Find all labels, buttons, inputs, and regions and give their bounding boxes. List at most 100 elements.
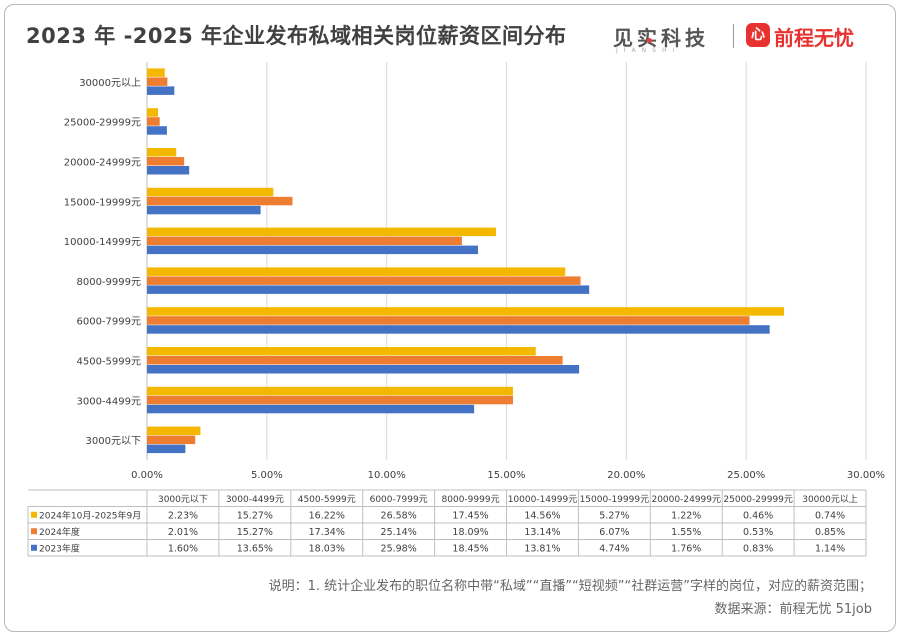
bar (147, 117, 160, 126)
bar (147, 307, 785, 316)
x-tick-label: 30.00% (847, 470, 885, 481)
table-value-cell: 16.22% (309, 511, 345, 522)
bar (147, 267, 566, 276)
table-value-cell: 15.27% (237, 511, 273, 522)
y-tick-label: 10000-14999元 (64, 237, 141, 248)
footnote: 说明：1. 统计企业发布的职位名称中带“私域”“直播”“短视频”“社群运营”字样… (268, 579, 872, 594)
bar (147, 395, 513, 405)
bar (147, 365, 580, 374)
table-value-cell: 17.45% (452, 511, 488, 522)
table-value-cell: 13.65% (237, 544, 273, 555)
chart-title: 2023 年 -2025 年企业发布私域相关岗位薪资区间分布 (26, 24, 567, 48)
table-header-cell: 15000-19999元 (580, 495, 650, 505)
table-value-cell: 1.60% (168, 544, 198, 555)
table-value-cell: 0.53% (743, 527, 773, 538)
y-tick-label: 20000-24999元 (64, 158, 141, 169)
legend-swatch (31, 544, 37, 551)
y-tick-label: 8000-9999元 (76, 277, 141, 288)
jianshi-logo-subtext: JIANSHI (616, 47, 681, 54)
x-tick-label: 10.00% (368, 470, 406, 481)
bar (147, 245, 478, 255)
table-value-cell: 13.81% (524, 544, 560, 555)
bar (147, 285, 590, 294)
table-value-cell: 18.45% (452, 544, 488, 555)
table-value-cell: 26.58% (381, 511, 417, 522)
bar (147, 166, 190, 175)
table-value-cell: 2.01% (168, 527, 198, 538)
y-tick-label: 25000-29999元 (64, 118, 141, 129)
brand-divider (733, 24, 734, 48)
table-value-cell: 14.56% (524, 511, 560, 522)
legend-swatch (31, 511, 37, 518)
jianshi-logo-text: 见实科技 (613, 26, 709, 50)
bar (147, 386, 513, 396)
table-value-cell: 1.76% (671, 544, 701, 555)
table-value-cell: 0.74% (815, 511, 845, 522)
table-value-cell: 0.85% (815, 527, 845, 538)
legend-label: 2024年度 (39, 526, 80, 538)
table-value-cell: 1.14% (815, 544, 845, 555)
bar (147, 276, 581, 285)
table-value-cell: 5.27% (599, 511, 629, 522)
jianshi-logo-dot (647, 38, 652, 43)
table-value-cell: 1.22% (671, 511, 701, 522)
bar (147, 157, 185, 166)
table-header-cell: 8000-9999元 (442, 495, 500, 505)
table-value-cell: 25.98% (381, 544, 417, 555)
table-header-cell: 30000元以上 (802, 494, 858, 505)
table-header-cell: 3000-4499元 (226, 495, 284, 505)
table-value-cell: 13.14% (524, 527, 560, 538)
bar (147, 126, 167, 135)
table-header-cell: 4500-5999元 (298, 495, 356, 505)
table-value-cell: 18.09% (452, 527, 488, 538)
table-header-cell: 3000元以下 (158, 495, 208, 505)
y-tick-label: 3000-4499元 (76, 396, 141, 407)
bar (147, 356, 563, 365)
51job-logo-text: 前程无忧 (774, 26, 854, 50)
bar (147, 325, 770, 334)
bar (147, 196, 293, 206)
table-value-cell: 25.14% (381, 527, 417, 538)
table-value-cell: 15.27% (237, 527, 273, 538)
x-tick-label: 5.00% (251, 470, 283, 481)
y-tick-label: 3000元以下 (86, 436, 141, 447)
x-tick-label: 25.00% (727, 470, 765, 481)
table-value-cell: 4.74% (599, 544, 629, 555)
bar (147, 435, 196, 445)
y-tick-label: 6000-7999元 (76, 317, 141, 328)
bar (147, 227, 496, 237)
x-tick-label: 0.00% (131, 470, 163, 481)
bar (147, 426, 201, 436)
bar (147, 236, 462, 246)
table-value-cell: 1.55% (671, 527, 701, 538)
table-header-cell: 10000-14999元 (508, 495, 578, 505)
legend-label: 2023年度 (39, 543, 80, 555)
y-tick-label: 30000元以上 (79, 77, 141, 89)
table-value-cell: 18.03% (309, 544, 345, 555)
bar (147, 68, 165, 77)
bar (147, 404, 475, 414)
bar (147, 187, 274, 197)
legend-swatch (31, 528, 37, 535)
x-tick-label: 20.00% (607, 470, 645, 481)
x-tick-label: 15.00% (487, 470, 525, 481)
table-value-cell: 6.07% (599, 527, 629, 538)
legend-label: 2024年10月-2025年9月 (39, 510, 141, 522)
table-value-cell: 0.83% (743, 544, 773, 555)
51job-logo-icon: 心 (746, 23, 770, 47)
bar (147, 444, 186, 454)
table-value-cell: 0.46% (743, 511, 773, 522)
y-tick-label: 4500-5999元 (76, 357, 141, 368)
table-header-cell: 25000-29999元 (723, 495, 793, 505)
bar (147, 86, 175, 95)
bar (147, 148, 177, 157)
bar (147, 108, 159, 117)
y-tick-label: 15000-19999元 (64, 197, 141, 208)
bar-chart: 3000元以下 3000-4499元 4500-5999元 6000-7999元 800… (27, 62, 885, 557)
table-value-cell: 17.34% (309, 527, 345, 538)
bar (147, 316, 750, 325)
table-value-cell: 2.23% (168, 511, 198, 522)
bar (147, 77, 168, 86)
bar (147, 205, 261, 215)
data-source: 数据来源：前程无忧 51job (714, 602, 873, 617)
